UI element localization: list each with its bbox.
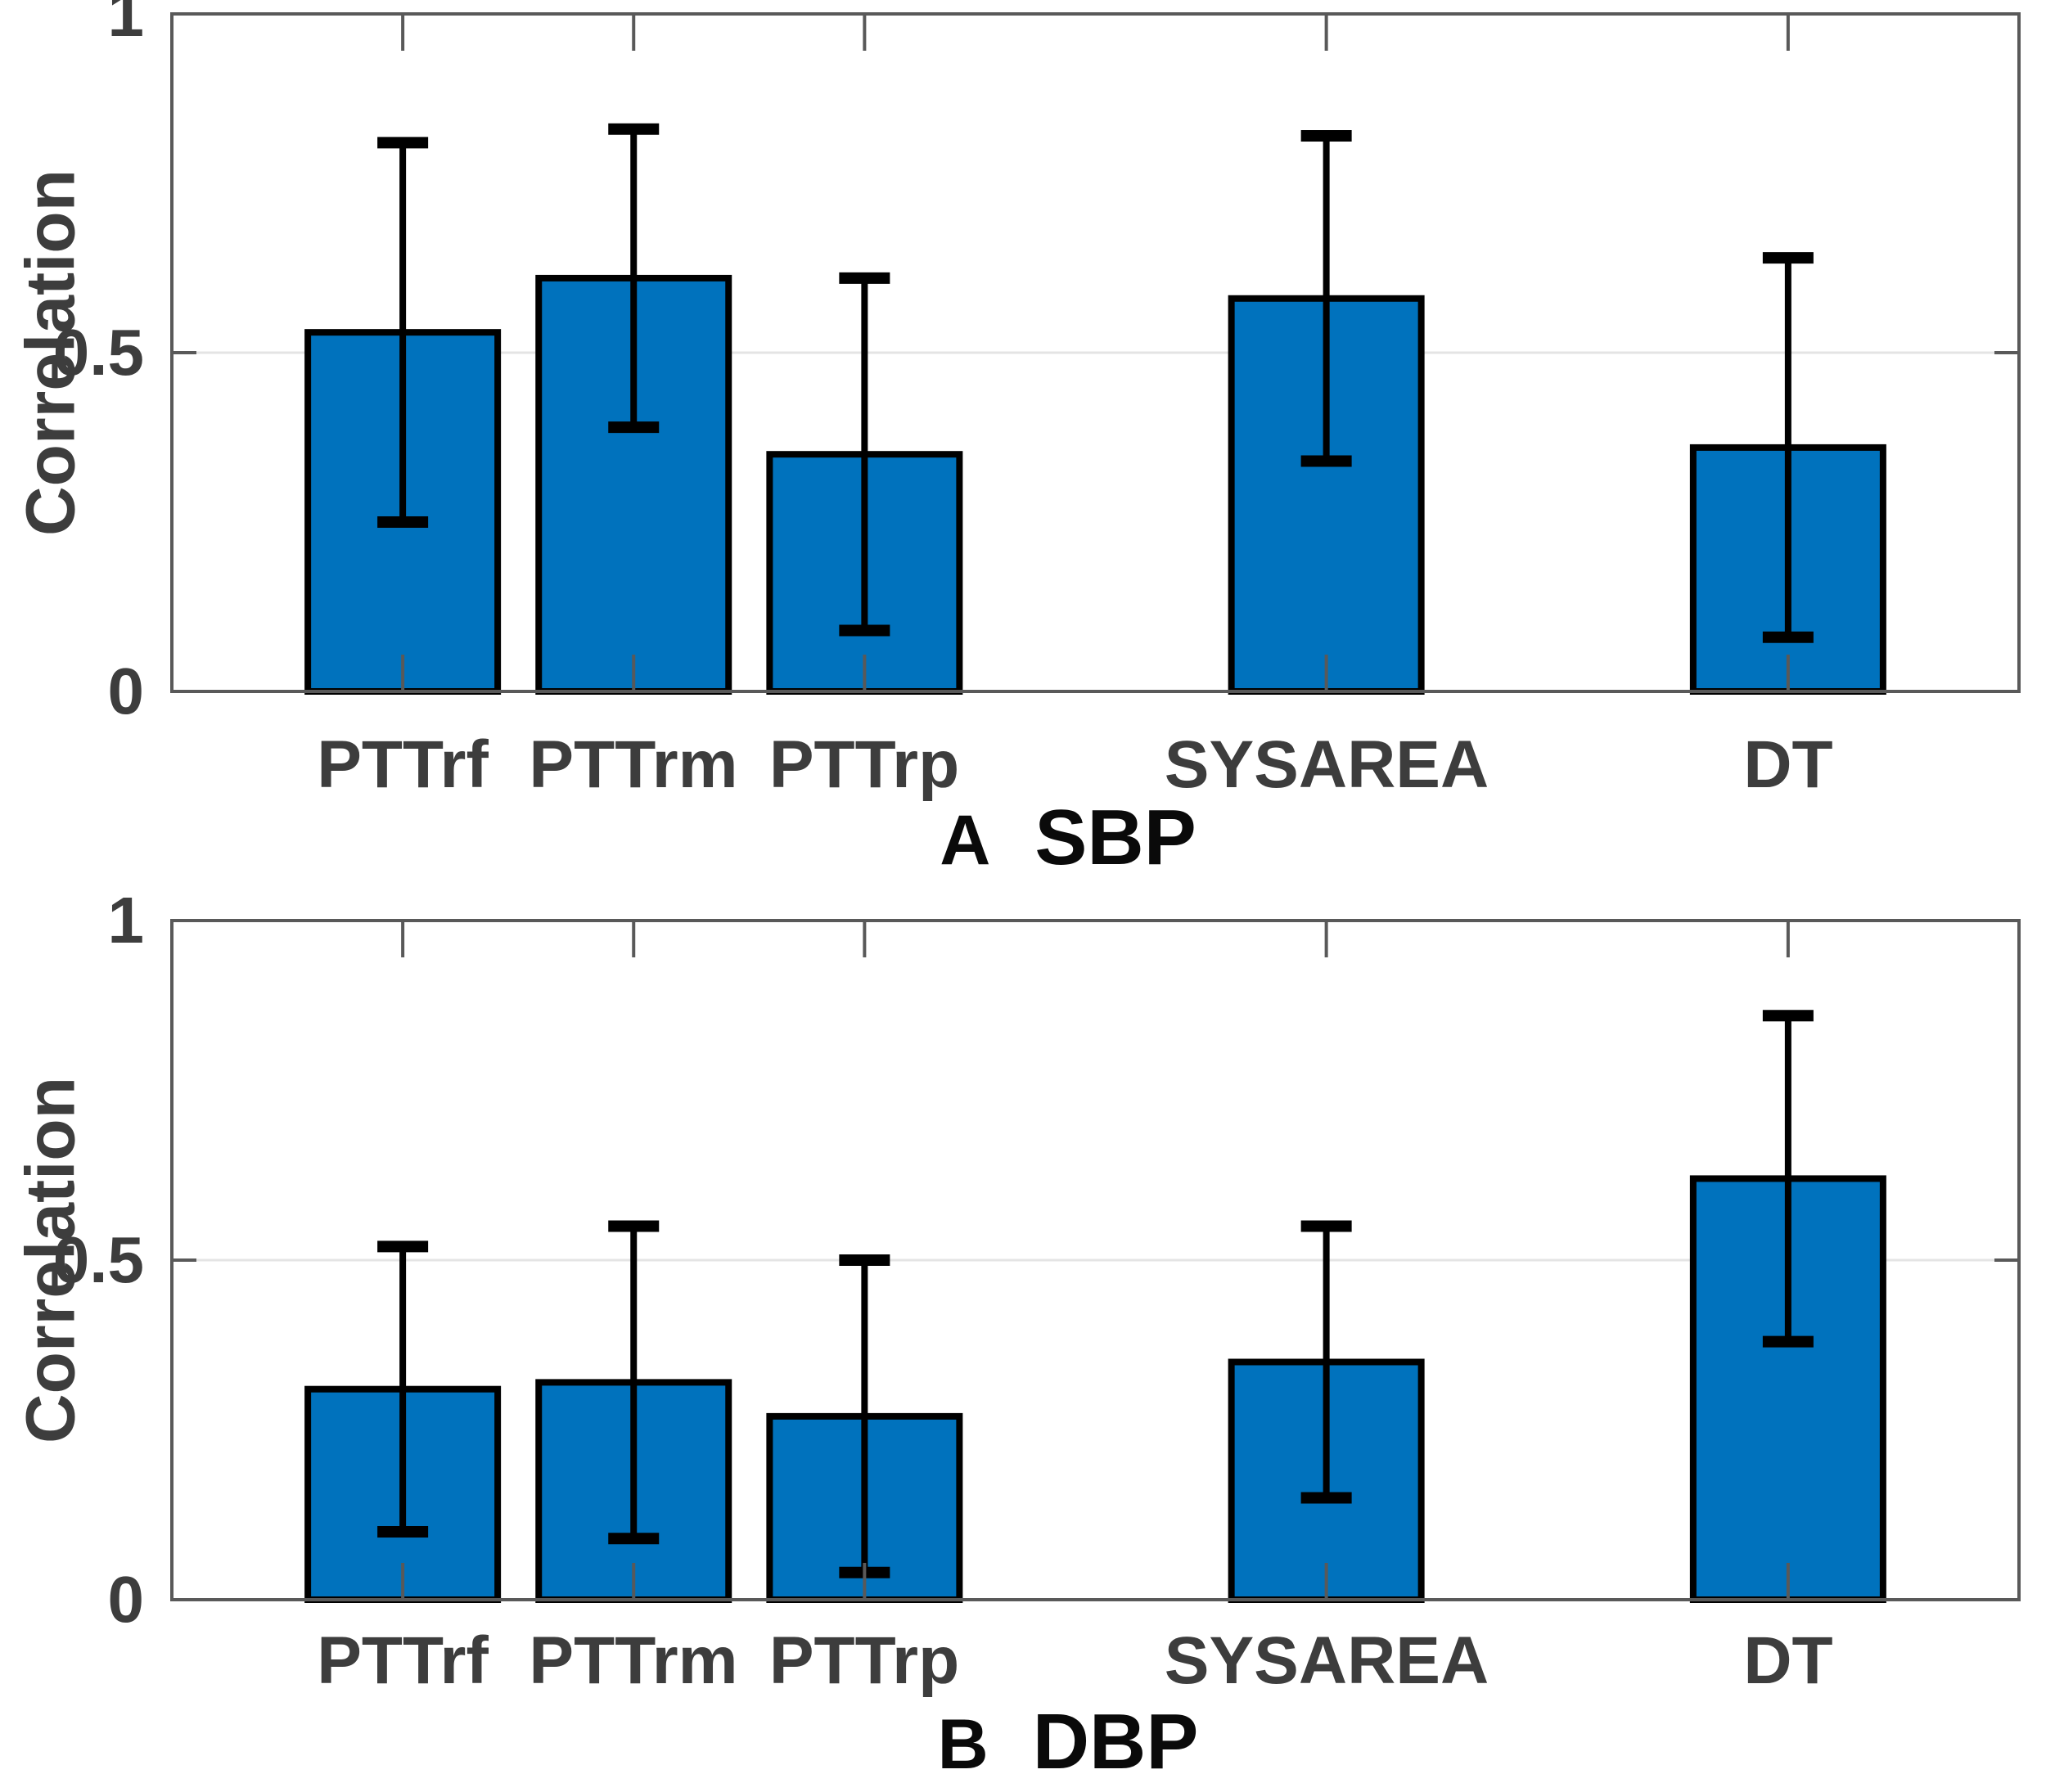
- x-tick-label: PTTrf: [317, 727, 489, 802]
- panel-title-text: SBP: [1034, 794, 1197, 881]
- x-tick-label: DT: [1743, 727, 1833, 802]
- y-tick-label-0_5: 0.5: [52, 316, 144, 389]
- panel-title: A SBP: [940, 795, 1197, 903]
- x-tick-label: PTTrf: [317, 1623, 489, 1698]
- chart-svg-a: [170, 12, 2021, 695]
- y-tick-label-0_5: 0.5: [52, 1223, 144, 1296]
- y-tick-label-1: 1: [107, 0, 145, 50]
- panel-letter: A: [940, 801, 991, 880]
- chart-svg-b: [170, 919, 2021, 1604]
- x-tick-label: SYSAREA: [1164, 727, 1489, 802]
- x-tick-label: PTTrm: [529, 1623, 738, 1698]
- x-tick-label: SYSAREA: [1164, 1623, 1489, 1698]
- panel-a-sbp: Correlation 1 0.5 0 PTTrf PTTrm PTTrp SY…: [12, 0, 2021, 880]
- panel-b-dbp: Correlation 1 0.5 0 PTTrf PTTrm PTTrp SY…: [0, 884, 2046, 1792]
- x-tick-label: PTTrp: [768, 727, 960, 802]
- y-tick-label-0: 0: [107, 655, 145, 727]
- x-tick-label: PTTrm: [529, 727, 738, 802]
- panel-letter: B: [937, 1705, 989, 1784]
- x-tick-label: DT: [1743, 1623, 1833, 1698]
- x-tick-label: PTTrp: [768, 1623, 960, 1698]
- panel-title-text: DBP: [1032, 1698, 1199, 1785]
- y-tick-label-1: 1: [107, 884, 145, 957]
- panel-title: B DBP: [938, 1700, 1199, 1792]
- y-tick-label-0: 0: [107, 1563, 145, 1636]
